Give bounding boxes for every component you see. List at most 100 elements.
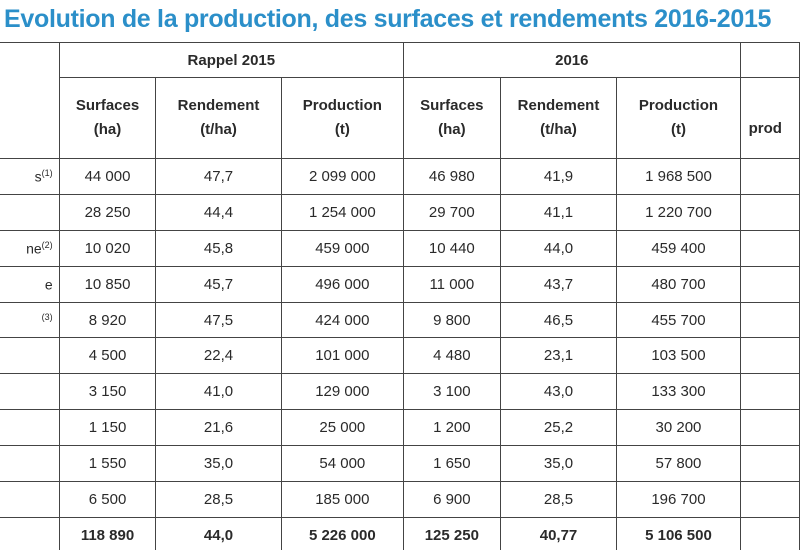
table-cell: 28,5 <box>155 481 282 518</box>
table-cell-cut <box>739 301 800 339</box>
row-label: e <box>0 265 60 303</box>
table-cell-cut <box>739 373 800 411</box>
table-cell: 496 000 <box>280 265 404 303</box>
table-cell: 44,0 <box>155 516 282 550</box>
row-label <box>0 373 60 411</box>
group-header-2016: 2016 <box>402 42 741 78</box>
table-cell: 4 480 <box>402 337 501 375</box>
row-footnote: (1) <box>41 168 53 179</box>
table-cell: 45,7 <box>155 265 282 303</box>
table-cell-cut <box>739 516 800 550</box>
table-cell: 43,7 <box>499 265 618 303</box>
table-cell: 6 900 <box>402 481 501 518</box>
table-row: (3) 8 920 47,5 424 000 9 800 46,5 455 700 <box>0 301 800 339</box>
row-label: (3) <box>0 301 60 339</box>
table-cell: 10 440 <box>402 229 501 267</box>
table-row: 1 550 35,0 54 000 1 650 35,0 57 800 <box>0 445 800 483</box>
table-cell: 459 400 <box>616 229 741 267</box>
table-cell-cut <box>739 445 800 483</box>
table-cell: 1 254 000 <box>280 193 404 231</box>
column-name: Surfaces <box>75 97 140 114</box>
table-cell: 125 250 <box>402 516 501 550</box>
table-cell-cut <box>739 229 800 267</box>
table-cell: 5 106 500 <box>616 516 741 550</box>
row-label: ne(2) <box>0 229 60 267</box>
row-label-text: ne <box>26 240 42 257</box>
table-cell: 1 650 <box>402 445 501 483</box>
group-header-2015: Rappel 2015 <box>58 42 404 78</box>
table-cell: 43,0 <box>499 373 618 411</box>
table-cell: 129 000 <box>280 373 404 411</box>
table-cell: 1 968 500 <box>616 158 741 195</box>
table-cell: 57 800 <box>616 445 741 483</box>
table-cell: 6 500 <box>58 481 157 518</box>
total-row: 118 890 44,0 5 226 000 125 250 40,77 5 106 50… <box>0 516 800 550</box>
table-cell: 45,8 <box>155 229 282 267</box>
table-cell: 41,0 <box>155 373 282 411</box>
table-cell: 11 000 <box>402 265 501 303</box>
production-table: Rappel 2015 2016 Surfaces (ha) Rendement (… <box>0 42 800 550</box>
table-cell: 4 500 <box>58 337 157 375</box>
table-cell: 5 226 000 <box>280 516 404 550</box>
table-cell: 22,4 <box>155 337 282 375</box>
column-header: Surfaces (ha) <box>402 77 501 159</box>
table-cell: 1 550 <box>58 445 157 483</box>
row-label <box>0 481 60 518</box>
table-cell: 1 150 <box>58 409 157 447</box>
table-cell: 47,5 <box>155 301 282 339</box>
column-header: Production (t) <box>616 77 741 159</box>
column-header: Production (t) <box>280 77 404 159</box>
table-body: s(1) 44 000 47,7 2 099 000 46 980 41,9 1 968 5… <box>0 158 800 550</box>
row-label <box>0 337 60 375</box>
table-cell: 25 000 <box>280 409 404 447</box>
column-unit: (t/ha) <box>200 121 237 138</box>
table-cell: 47,7 <box>155 158 282 195</box>
row-label <box>0 193 60 231</box>
table-cell: 10 850 <box>58 265 157 303</box>
table-cell: 41,9 <box>499 158 618 195</box>
table-cell: 118 890 <box>58 516 157 550</box>
row-footnote: (2) <box>41 239 53 250</box>
row-label-text: s <box>34 168 42 185</box>
column-header: Surfaces (ha) <box>58 77 157 159</box>
table-cell: 1 220 700 <box>616 193 741 231</box>
table-cell: 21,6 <box>155 409 282 447</box>
table-row: ne(2) 10 020 45,8 459 000 10 440 44,0 459 400 <box>0 229 800 267</box>
row-label-text: e <box>44 276 53 293</box>
table-cell-cut <box>739 158 800 195</box>
table-cell: 54 000 <box>280 445 404 483</box>
column-unit: (t) <box>334 121 350 138</box>
column-header: Rendement (t/ha) <box>155 77 282 159</box>
column-name: Rendement <box>517 97 600 114</box>
table-cell: 3 150 <box>58 373 157 411</box>
label-header <box>0 42 60 159</box>
column-header-row: Surfaces (ha) Rendement (t/ha) Production (… <box>0 77 800 159</box>
table-cell: 46,5 <box>499 301 618 339</box>
column-name: Production <box>302 97 382 114</box>
table-row: 3 150 41,0 129 000 3 100 43,0 133 300 <box>0 373 800 411</box>
page-title: Evolution de la production, des surfaces… <box>4 5 772 33</box>
table-cell-cut <box>739 481 800 518</box>
table-cell: 23,1 <box>499 337 618 375</box>
table-cell: 29 700 <box>402 193 501 231</box>
table-cell-cut <box>739 337 800 375</box>
table-cell: 10 020 <box>58 229 157 267</box>
row-label <box>0 409 60 447</box>
column-unit: (ha) <box>438 121 466 138</box>
table-cell: 40,77 <box>499 516 618 550</box>
table-row: 28 250 44,4 1 254 000 29 700 41,1 1 220 700 <box>0 193 800 231</box>
table-cell: 35,0 <box>155 445 282 483</box>
table-cell: 9 800 <box>402 301 501 339</box>
table-cell-cut <box>739 265 800 303</box>
table-cell: 101 000 <box>280 337 404 375</box>
table-cell: 41,1 <box>499 193 618 231</box>
table-cell: 196 700 <box>616 481 741 518</box>
table-row: 6 500 28,5 185 000 6 900 28,5 196 700 <box>0 481 800 518</box>
table-cell: 28,5 <box>499 481 618 518</box>
table-cell: 3 100 <box>402 373 501 411</box>
column-name: Rendement <box>177 97 260 114</box>
row-footnote: (3) <box>41 311 53 322</box>
table-cell: 25,2 <box>499 409 618 447</box>
table-row: 1 150 21,6 25 000 1 200 25,2 30 200 <box>0 409 800 447</box>
group-header-cut <box>739 42 800 78</box>
